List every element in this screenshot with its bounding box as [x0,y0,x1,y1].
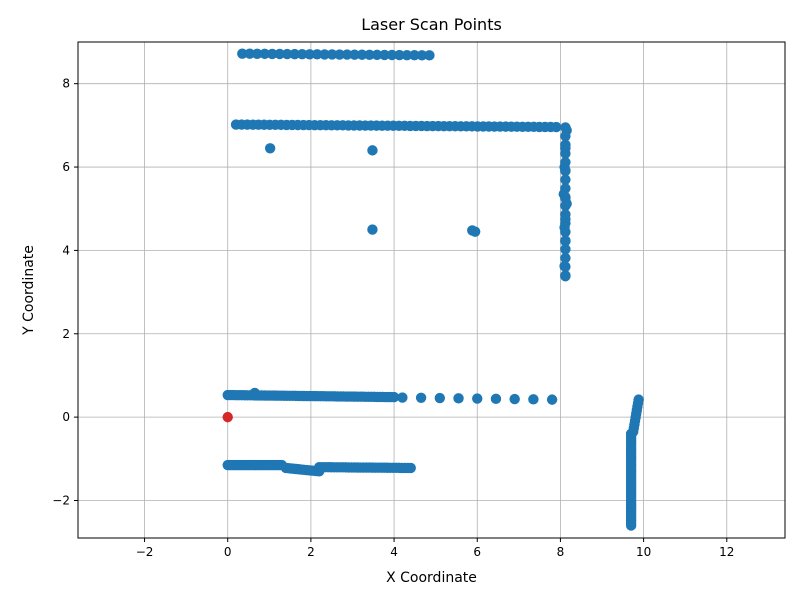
scan-point [296,49,308,60]
scan-point [625,520,637,531]
x-tick-label: 6 [473,545,481,559]
scan-point [559,261,570,272]
x-tick-label: 0 [224,545,232,559]
scan-point [560,271,571,282]
scan-point [394,49,405,61]
x-tick-label: 12 [719,545,734,559]
scan-point [424,50,435,61]
y-tick-label: 0 [62,410,70,424]
scan-point [633,394,644,405]
scan-point [367,224,378,235]
scan-point [334,49,345,60]
scan-point [367,145,378,156]
scan-point [401,49,413,61]
scan-point [289,48,300,60]
scan-point [551,121,562,133]
data-points [222,48,644,531]
x-tick-label: −2 [136,545,154,559]
x-tick-label: 4 [390,545,398,559]
scan-point [364,49,375,61]
scan-point [561,125,572,136]
scan-point [415,392,427,403]
scan-point [560,174,571,185]
scan-point [416,50,428,61]
y-tick-label: −2 [52,493,70,507]
scan-point [528,394,539,405]
scan-point [311,49,323,60]
y-tick-label: 4 [62,243,70,257]
scan-point [267,48,278,60]
plot-frame [77,41,786,539]
scan-point [561,198,572,209]
scan-point [281,48,293,60]
x-tick-label: 2 [307,545,315,559]
scan-point [397,392,408,403]
scan-point [356,49,368,60]
scan-point [388,391,400,403]
scan-point [469,226,481,237]
scan-point [509,393,520,405]
scan-point [244,48,255,59]
scan-point [379,49,390,61]
x-axis-label: X Coordinate [386,570,477,586]
scan-point [560,236,571,247]
scan-point [319,49,330,60]
origin-point [222,411,233,423]
scan-point [560,165,571,176]
axis-ticks: −2 0 2 4 6 8 10 12 −2 0 2 4 6 8 [52,77,734,559]
scan-point [405,462,416,474]
y-tick-label: 2 [62,327,70,341]
scan-point [546,394,558,405]
y-tick-label: 8 [62,77,70,91]
x-tick-label: 10 [636,545,651,559]
y-tick-label: 6 [62,160,70,174]
scan-point [371,49,383,61]
scan-point [341,49,353,60]
x-tick-label: 8 [557,545,565,559]
scan-point [560,244,571,255]
scan-point [274,48,285,60]
scan-point [490,393,502,405]
scan-point [560,143,571,154]
scan-point [249,387,260,399]
scan-point [259,48,270,60]
y-axis-label: Y Coordinate [21,245,37,336]
scan-point [409,50,420,61]
scan-point [560,213,571,225]
scan-point [386,49,398,61]
scan-point [559,222,570,233]
scan-point [472,393,483,404]
scan-point [304,49,315,60]
chart-title: Laser Scan Points [361,15,502,34]
scan-point [264,143,276,154]
scan-point [453,393,464,404]
scan-point [252,48,263,60]
scan-point [237,48,248,59]
scan-point [434,392,446,404]
scan-point [560,252,571,264]
scan-point [349,49,360,60]
scan-point [326,49,338,60]
